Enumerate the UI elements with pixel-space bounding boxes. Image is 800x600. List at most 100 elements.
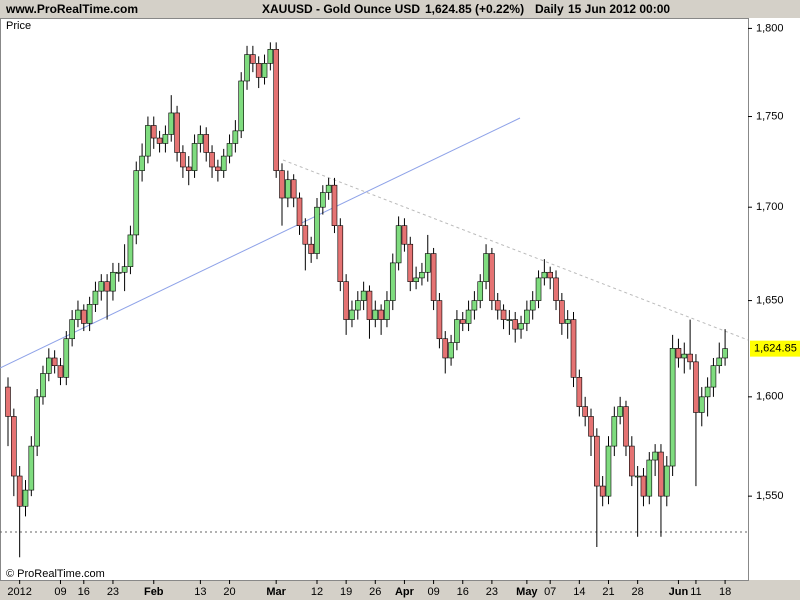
candle-body bbox=[51, 357, 58, 367]
candle-body bbox=[279, 170, 285, 199]
candle-body bbox=[308, 243, 314, 254]
candle-body bbox=[57, 365, 64, 378]
candle-body bbox=[669, 348, 676, 467]
candle-body bbox=[220, 155, 227, 171]
x-tick-label: 09 bbox=[54, 586, 66, 598]
candle-body bbox=[104, 281, 110, 292]
y-tick-label: 1,700 bbox=[756, 201, 784, 213]
candle-body bbox=[547, 271, 553, 279]
candle-body bbox=[285, 179, 291, 199]
x-tick-label: 2012 bbox=[7, 586, 31, 598]
candle-body bbox=[512, 319, 519, 330]
x-tick-label: 11 bbox=[690, 586, 701, 598]
candle-body bbox=[127, 234, 134, 267]
candle-body bbox=[209, 152, 215, 168]
candle-body bbox=[465, 309, 472, 324]
candle-body bbox=[529, 300, 536, 311]
candle-body bbox=[80, 309, 87, 324]
x-tick-label: 12 bbox=[311, 586, 323, 598]
x-tick-label: 14 bbox=[573, 586, 585, 598]
x-tick-label: Mar bbox=[266, 586, 286, 598]
candle-body bbox=[150, 125, 157, 139]
candle-body bbox=[698, 396, 705, 413]
candle-body bbox=[430, 253, 437, 301]
candle-body bbox=[535, 277, 542, 301]
candle-body bbox=[121, 266, 128, 273]
candle-body bbox=[454, 319, 460, 343]
candle-body bbox=[34, 396, 40, 447]
candle-body bbox=[69, 319, 75, 340]
candle-body bbox=[139, 155, 145, 171]
candle-body bbox=[401, 225, 408, 245]
candle-body bbox=[273, 49, 279, 171]
candle-body bbox=[185, 166, 192, 171]
x-tick-label: 16 bbox=[78, 586, 90, 598]
candle-body bbox=[629, 445, 635, 477]
candle-body bbox=[448, 342, 454, 359]
x-tick-label: Apr bbox=[395, 586, 415, 598]
candle-body bbox=[617, 406, 623, 417]
candle-body bbox=[244, 54, 250, 82]
x-tick-label: May bbox=[516, 586, 538, 598]
candle-body bbox=[506, 319, 513, 321]
x-tick-label: 19 bbox=[340, 586, 352, 598]
candle-body bbox=[489, 253, 495, 301]
x-tick-label: Feb bbox=[144, 586, 164, 598]
candle-body bbox=[640, 475, 647, 497]
candle-body bbox=[564, 319, 571, 324]
candle-body bbox=[722, 348, 728, 359]
candle-body bbox=[267, 49, 274, 64]
candle-body bbox=[524, 309, 530, 324]
candle-body bbox=[459, 319, 466, 324]
x-tick-label: 23 bbox=[107, 586, 119, 598]
candle-body bbox=[477, 281, 484, 301]
candle-body bbox=[693, 361, 699, 413]
candle-body bbox=[22, 489, 29, 507]
candle-body bbox=[611, 416, 618, 447]
candle-body bbox=[675, 348, 682, 359]
candle-body bbox=[145, 125, 151, 157]
candle-body bbox=[162, 134, 169, 144]
candle-body bbox=[115, 271, 122, 274]
y-axis-area bbox=[749, 18, 800, 580]
candle-body bbox=[46, 357, 52, 374]
candle-body bbox=[588, 416, 594, 437]
x-tick-label: 09 bbox=[427, 586, 439, 598]
y-tick-label: 1,800 bbox=[756, 22, 784, 34]
candle-body bbox=[133, 170, 140, 236]
candle-body bbox=[238, 80, 244, 132]
candle-body bbox=[494, 300, 501, 311]
candle-body bbox=[86, 304, 93, 324]
candle-body bbox=[110, 271, 116, 292]
x-tick-label: 07 bbox=[544, 586, 556, 598]
candle-body bbox=[419, 271, 425, 279]
y-tick-label: 1,750 bbox=[756, 110, 784, 122]
candle-body bbox=[232, 130, 239, 144]
candle-body bbox=[261, 63, 268, 78]
trend-line bbox=[0, 117, 521, 369]
candle-body bbox=[325, 184, 332, 193]
y-tick-label: 1,600 bbox=[756, 391, 784, 403]
candle-body bbox=[255, 63, 262, 78]
candle-body bbox=[226, 143, 233, 157]
candle-body bbox=[5, 386, 11, 417]
candle-body bbox=[63, 338, 70, 378]
x-tick-label: 28 bbox=[632, 586, 644, 598]
x-tick-label: Jun bbox=[669, 586, 689, 598]
candle-body bbox=[174, 112, 180, 153]
x-tick-label: 26 bbox=[369, 586, 381, 598]
candle-body bbox=[75, 309, 81, 320]
candle-body bbox=[314, 206, 320, 254]
candle-body bbox=[559, 300, 565, 324]
candle-body bbox=[413, 277, 419, 282]
candle-body bbox=[407, 243, 414, 282]
candle-body bbox=[215, 166, 221, 171]
candle-body bbox=[436, 300, 443, 340]
candle-body bbox=[710, 365, 717, 388]
candle-body bbox=[442, 338, 449, 359]
header-bar bbox=[0, 0, 800, 18]
candle-body bbox=[372, 309, 379, 320]
candle-body bbox=[500, 309, 507, 320]
candle-body bbox=[553, 277, 559, 301]
